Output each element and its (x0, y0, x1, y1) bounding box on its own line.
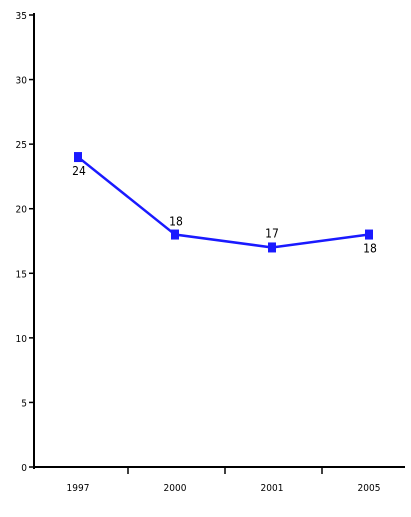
data-label: 17 (265, 226, 279, 240)
data-point (74, 152, 82, 163)
data-label: 18 (363, 242, 377, 256)
y-tick-label: 10 (16, 334, 28, 345)
x-tick-label: 2005 (358, 483, 381, 494)
x-tick-label: 2000 (164, 483, 187, 494)
data-point (171, 229, 179, 240)
y-tick-label: 0 (21, 463, 27, 474)
data-point (268, 242, 276, 253)
data-label: 24 (72, 164, 86, 178)
x-tick-label: 2001 (261, 483, 284, 494)
data-labels: 24 18 17 18 (72, 164, 377, 255)
series-line (77, 156, 370, 249)
y-tick-label: 25 (16, 140, 27, 151)
y-axis: 0 5 10 15 20 25 30 35 (16, 11, 35, 474)
y-tick-label: 35 (16, 11, 27, 22)
data-label: 18 (169, 215, 183, 229)
y-tick-label: 20 (16, 205, 28, 216)
x-tick-label: 1997 (67, 483, 90, 494)
y-tick-label: 15 (16, 269, 27, 280)
data-point (365, 229, 373, 240)
y-tick-label: 30 (16, 76, 28, 87)
x-axis: 1997 2000 2001 2005 (33, 466, 405, 494)
series (74, 152, 373, 253)
y-tick-label: 5 (21, 398, 27, 409)
